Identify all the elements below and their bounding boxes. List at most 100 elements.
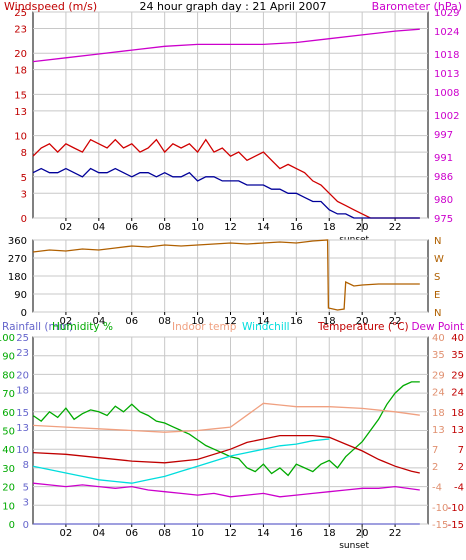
humidity-axis-tick: 100 [0, 333, 15, 344]
temperature-axis-tick: 2 [458, 462, 464, 473]
indoor-axis-tick: -10 [432, 503, 448, 514]
windspeed-axis-title: Windspeed (m/s) [4, 0, 97, 13]
wind-panel-xtick-label: 10 [191, 222, 204, 233]
barometer-axis-tick: 986 [434, 172, 453, 183]
direction-axis-tick: 180 [8, 272, 27, 283]
direction-panel-xtick-label: 16 [290, 316, 303, 327]
direction-panel-xtick-label: 02 [60, 316, 73, 327]
temperature-panel-xtick-label: 10 [191, 528, 204, 539]
humidity-axis-tick: 80 [2, 370, 15, 381]
temperature-series-line-2 [32, 438, 330, 484]
indoor-axis-tick: 18 [432, 408, 445, 419]
windspeed-axis-tick: 0 [21, 214, 27, 225]
compass-axis-label: N [434, 308, 441, 319]
indoor-axis-tick: 7 [432, 445, 438, 456]
temperature-axis-tick: -10 [448, 503, 464, 514]
indoor-axis-tick: 29 [432, 370, 445, 381]
indoor-axis-tick: 40 [432, 333, 445, 344]
legend-temperature: Temperature (°C) [317, 321, 409, 333]
temperature-axis-tick: 35 [451, 350, 464, 361]
legend-rainfall: Rainfall (mm) [2, 321, 73, 333]
wind-panel-xtick-label: 18 [323, 222, 336, 233]
temperature-axis-tick: 13 [451, 425, 464, 436]
direction-panel-xtick-label: 04 [92, 316, 105, 327]
windspeed-axis-tick: 13 [14, 107, 27, 118]
wind-panel-xtick-label: 22 [389, 222, 402, 233]
rainfall-axis-tick: 20 [16, 370, 29, 381]
humidity-axis-tick: 50 [2, 427, 15, 438]
temperature-panel-xtick-label: 16 [290, 528, 303, 539]
indoor-axis-tick: 35 [432, 350, 445, 361]
temperature-panel-xtick-label: 08 [158, 528, 171, 539]
humidity-axis-tick: 0 [9, 520, 15, 531]
legend-indoor: Indoor temp [172, 321, 237, 333]
temperature-axis-tick: 29 [451, 370, 464, 381]
wind-panel-xtick-label: 16 [290, 222, 303, 233]
windspeed-axis-tick: 10 [14, 132, 27, 143]
humidity-axis-tick: 40 [2, 445, 15, 456]
temperature-axis-tick: -4 [454, 483, 464, 494]
humidity-axis-tick: 30 [2, 464, 15, 475]
direction-panel-xtick-label: 10 [191, 316, 204, 327]
barometer-axis-tick: 1013 [434, 69, 459, 80]
temperature-panel-xtick-label: 22 [389, 528, 402, 539]
windspeed-axis-tick: 20 [14, 49, 27, 60]
wind-panel-xtick-label: 04 [92, 222, 105, 233]
temperature-series-line-1 [32, 402, 420, 433]
compass-axis-label: S [434, 272, 440, 283]
legend-windchill: Windchill [242, 321, 290, 333]
direction-axis-tick: 0 [21, 308, 27, 319]
temperature-panel-xtick-label: 12 [224, 528, 237, 539]
indoor-axis-tick: 13 [432, 425, 445, 436]
indoor-axis-tick: 2 [432, 462, 438, 473]
temperature-series-line-3 [32, 434, 420, 474]
direction-panel-xtick-label: 14 [257, 316, 270, 327]
humidity-axis-tick: 90 [2, 352, 15, 363]
wind-panel-xtick-label: 12 [224, 222, 237, 233]
barometer-axis-tick: 991 [434, 153, 453, 164]
rainfall-axis-tick: 18 [16, 385, 29, 396]
barometer-axis-title: Barometer (hPa) [372, 0, 462, 13]
windspeed-axis-tick: 8 [21, 148, 27, 159]
rainfall-axis-tick: 25 [16, 333, 29, 344]
rainfall-axis-tick: 0 [23, 520, 29, 531]
barometer-axis-tick: 980 [434, 195, 453, 206]
direction-axis-tick: 90 [14, 290, 27, 301]
page-title: 24 hour graph day : 21 April 2007 [140, 0, 327, 13]
legend-dewpoint: Dew Point [411, 321, 464, 333]
wind-series-line-1 [32, 167, 420, 219]
barometer-axis-tick: 975 [434, 214, 453, 225]
rainfall-axis-tick: 5 [23, 483, 29, 494]
direction-panel-xtick-label: 22 [389, 316, 402, 327]
legend-humidity: Humidity % [52, 321, 113, 333]
barometer-axis-tick: 1018 [434, 50, 459, 61]
barometer-axis-tick: 997 [434, 130, 453, 141]
temperature-axis-tick: 40 [451, 333, 464, 344]
direction-axis-tick: 270 [8, 254, 27, 265]
compass-axis-label: E [434, 290, 440, 301]
barometer-axis-tick: 1008 [434, 88, 459, 99]
temperature-axis-tick: 7 [458, 445, 464, 456]
sunset-label-lower: sunset [339, 541, 369, 551]
temperature-panel-xtick-label: 04 [92, 528, 105, 539]
barometer-axis-tick: 1029 [434, 8, 459, 19]
rainfall-axis-tick: 8 [23, 460, 29, 471]
barometer-axis-tick: 1002 [434, 111, 459, 122]
wind-series-line-0 [32, 138, 420, 219]
temperature-axis-tick: 18 [451, 408, 464, 419]
temperature-panel-xtick-label: 02 [60, 528, 73, 539]
temperature-axis-tick: 24 [451, 387, 464, 398]
windspeed-axis-tick: 23 [14, 24, 27, 35]
barometer-axis-tick: 1024 [434, 27, 459, 38]
wind-panel-xtick-label: 14 [257, 222, 270, 233]
wind-panel-xtick-label: 02 [60, 222, 73, 233]
windspeed-axis-tick: 15 [14, 90, 27, 101]
direction-series-line-0 [32, 239, 420, 311]
direction-panel-xtick-label: 12 [224, 316, 237, 327]
humidity-axis-tick: 70 [2, 389, 15, 400]
rainfall-axis-tick: 15 [16, 408, 29, 419]
humidity-axis-tick: 10 [2, 501, 15, 512]
humidity-axis-tick: 60 [2, 408, 15, 419]
compass-axis-label: N [434, 236, 441, 247]
